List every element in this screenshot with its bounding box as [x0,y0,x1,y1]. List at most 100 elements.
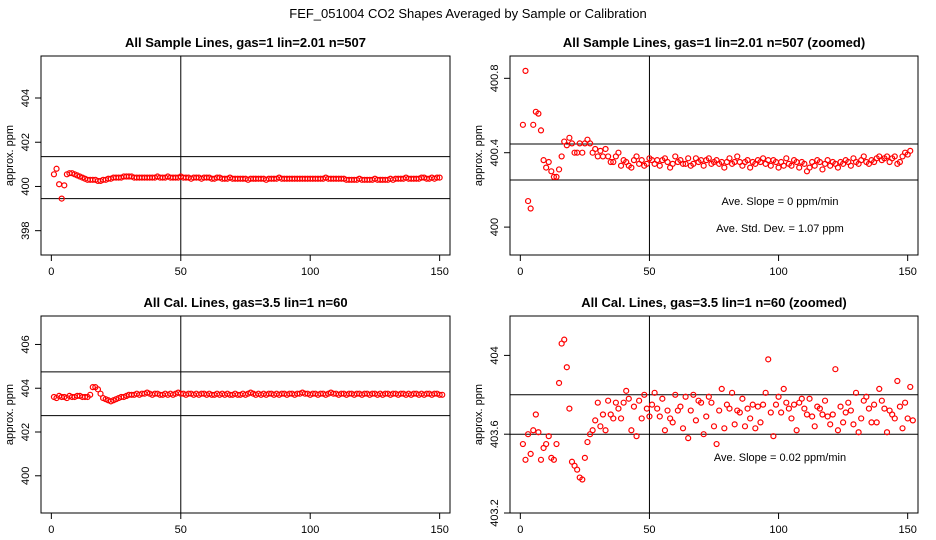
data-point [842,409,849,416]
data-point [824,413,831,420]
data-point [754,403,761,410]
x-tick-label: 150 [430,524,448,536]
data-point [545,158,552,166]
data-point [579,149,586,156]
panel-title: All Cal. Lines, gas=3.5 lin=1 n=60 (zoom… [581,295,847,310]
data-point [605,153,612,160]
y-tick-label: 400 [20,467,32,485]
data-point [809,413,816,420]
data-point [765,157,772,164]
data-point [747,415,754,422]
y-axis-label: approx. ppm [4,125,16,186]
data-point [901,399,909,406]
y-axis-label: approx. ppm [4,384,16,445]
data-point [615,405,622,412]
data-point [659,395,666,402]
data-point [881,405,888,412]
data-point [780,385,787,392]
data-point [630,403,638,410]
data-point [545,433,552,440]
data-point [790,401,798,408]
data-point [586,140,594,147]
data-point [716,407,723,414]
data-point [628,164,635,171]
data-point [741,423,749,430]
data-point [726,405,733,412]
data-point [744,157,751,164]
x-tick-label: 0 [517,524,523,536]
data-point [527,205,534,212]
data-point [633,433,640,440]
data-point [852,389,860,396]
data-point [785,405,792,412]
data-point [883,153,891,160]
data-point [700,162,707,169]
data-point [824,157,831,164]
data-point [641,391,648,398]
data-point [679,160,687,167]
data-point [832,366,839,373]
data-point [566,405,573,412]
data-point [907,147,914,154]
data-point [524,431,532,438]
data-point [574,466,581,473]
data-point [592,145,599,153]
data-point [625,395,632,402]
data-series [519,336,916,483]
data-point [664,407,671,414]
data-point [883,429,891,436]
y-tick-label: 403.2 [489,499,501,527]
data-point [728,389,736,396]
x-tick-label: 150 [430,266,448,278]
x-tick-label: 50 [175,524,187,536]
x-tick-label: 100 [769,266,787,278]
panel-title: All Sample Lines, gas=1 lin=2.01 n=507 (… [563,35,865,50]
panel-title: All Sample Lines, gas=1 lin=2.01 n=507 [125,35,366,50]
data-point [568,140,576,147]
data-point [654,157,661,164]
data-point [605,397,612,404]
data-point [726,155,733,162]
data-point [705,393,712,400]
data-point [656,162,663,169]
data-point [636,397,643,404]
chart-panel-1: All Sample Lines, gas=1 lin=2.01 n=507 0 5… [4,35,451,278]
data-point [53,165,60,172]
x-tick-label: 0 [48,266,54,278]
data-point [847,162,854,169]
data-point [860,153,867,160]
data-point [690,391,697,398]
data-series [50,165,443,202]
data-point [553,173,560,180]
x-tick-label: 50 [643,266,655,278]
data-point [439,391,446,398]
data-series [50,384,446,405]
data-point [597,147,604,154]
data-point [907,383,914,391]
data-point [436,391,443,398]
data-point [871,401,878,408]
data-point [433,174,441,181]
data-point [638,415,645,422]
data-point [767,162,774,169]
data-point [566,134,573,141]
data-point [527,450,534,457]
y-tick-label: 400 [489,218,501,236]
data-point [801,405,808,412]
data-point [868,419,875,426]
data-point [739,395,746,402]
data-point [798,395,805,402]
data-point [865,405,873,412]
data-point [811,162,818,169]
data-point [821,397,829,404]
plot-frame [509,315,919,514]
data-point [718,385,725,392]
data-point [783,155,790,162]
x-tick-label: 100 [301,266,319,278]
x-tick-label: 50 [643,524,655,536]
data-point [685,155,692,162]
data-series [519,67,914,212]
plot-frame [40,55,451,256]
annotation: Ave. Std. Dev. = 1.07 ppm [716,223,844,235]
data-point [690,160,697,167]
